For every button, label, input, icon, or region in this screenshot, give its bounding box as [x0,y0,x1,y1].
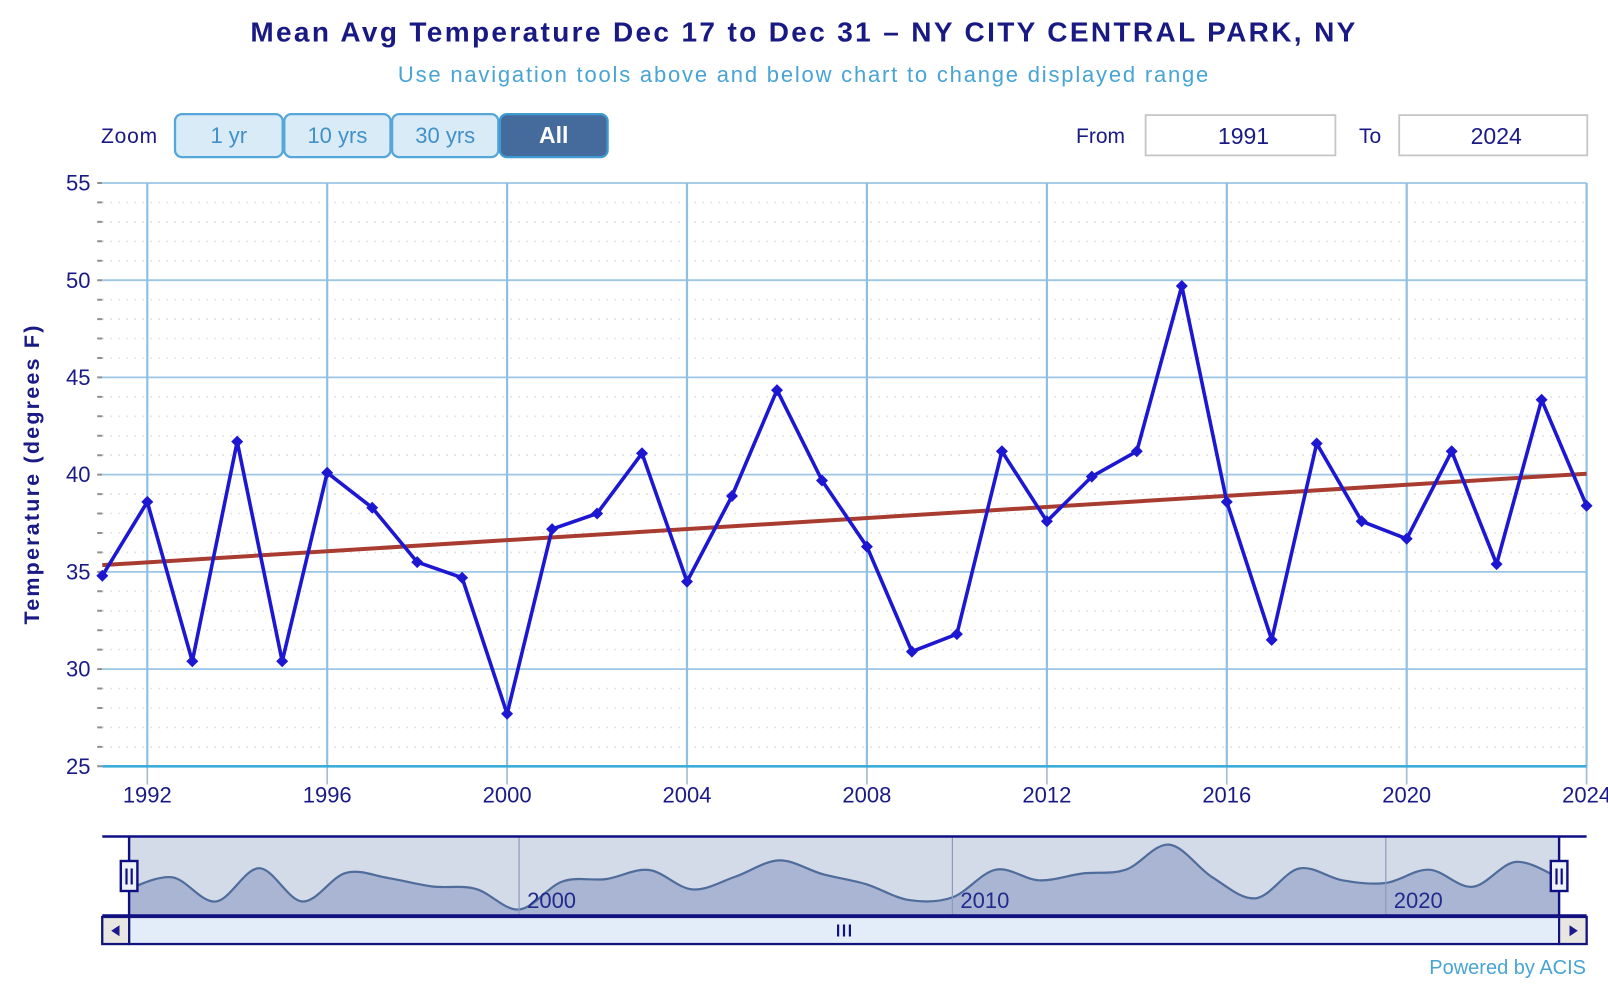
svg-text:45: 45 [66,365,90,390]
svg-text:1992: 1992 [123,783,172,808]
svg-text:30 yrs: 30 yrs [415,123,475,148]
svg-text:40: 40 [66,462,90,487]
svg-text:2012: 2012 [1022,783,1071,808]
svg-text:30: 30 [66,657,90,682]
svg-text:Powered by ACIS: Powered by ACIS [1429,957,1586,979]
svg-text:1 yr: 1 yr [210,123,247,148]
svg-text:55: 55 [66,171,90,196]
svg-text:Temperature (degrees F): Temperature (degrees F) [20,323,44,624]
svg-text:50: 50 [66,268,90,293]
svg-text:1991: 1991 [1218,123,1269,149]
svg-text:2000: 2000 [483,783,532,808]
svg-text:2008: 2008 [842,783,891,808]
svg-text:Use navigation tools above and: Use navigation tools above and below cha… [398,62,1210,87]
svg-text:From: From [1076,125,1125,148]
svg-text:1996: 1996 [303,783,352,808]
svg-text:10 yrs: 10 yrs [307,123,367,148]
svg-text:Mean Avg Temperature Dec 17 to: Mean Avg Temperature Dec 17 to Dec 31 – … [250,17,1357,48]
svg-text:To: To [1359,125,1381,148]
svg-text:35: 35 [66,560,90,585]
svg-text:2020: 2020 [1382,783,1431,808]
svg-text:Zoom: Zoom [101,125,158,148]
svg-text:2000: 2000 [527,888,576,913]
svg-text:2010: 2010 [960,888,1009,913]
svg-text:25: 25 [66,754,90,779]
svg-text:All: All [539,122,568,148]
svg-text:2024: 2024 [1471,123,1522,149]
svg-text:2004: 2004 [663,783,712,808]
svg-text:2020: 2020 [1394,888,1443,913]
svg-text:2016: 2016 [1202,783,1251,808]
svg-text:2024: 2024 [1562,783,1608,808]
